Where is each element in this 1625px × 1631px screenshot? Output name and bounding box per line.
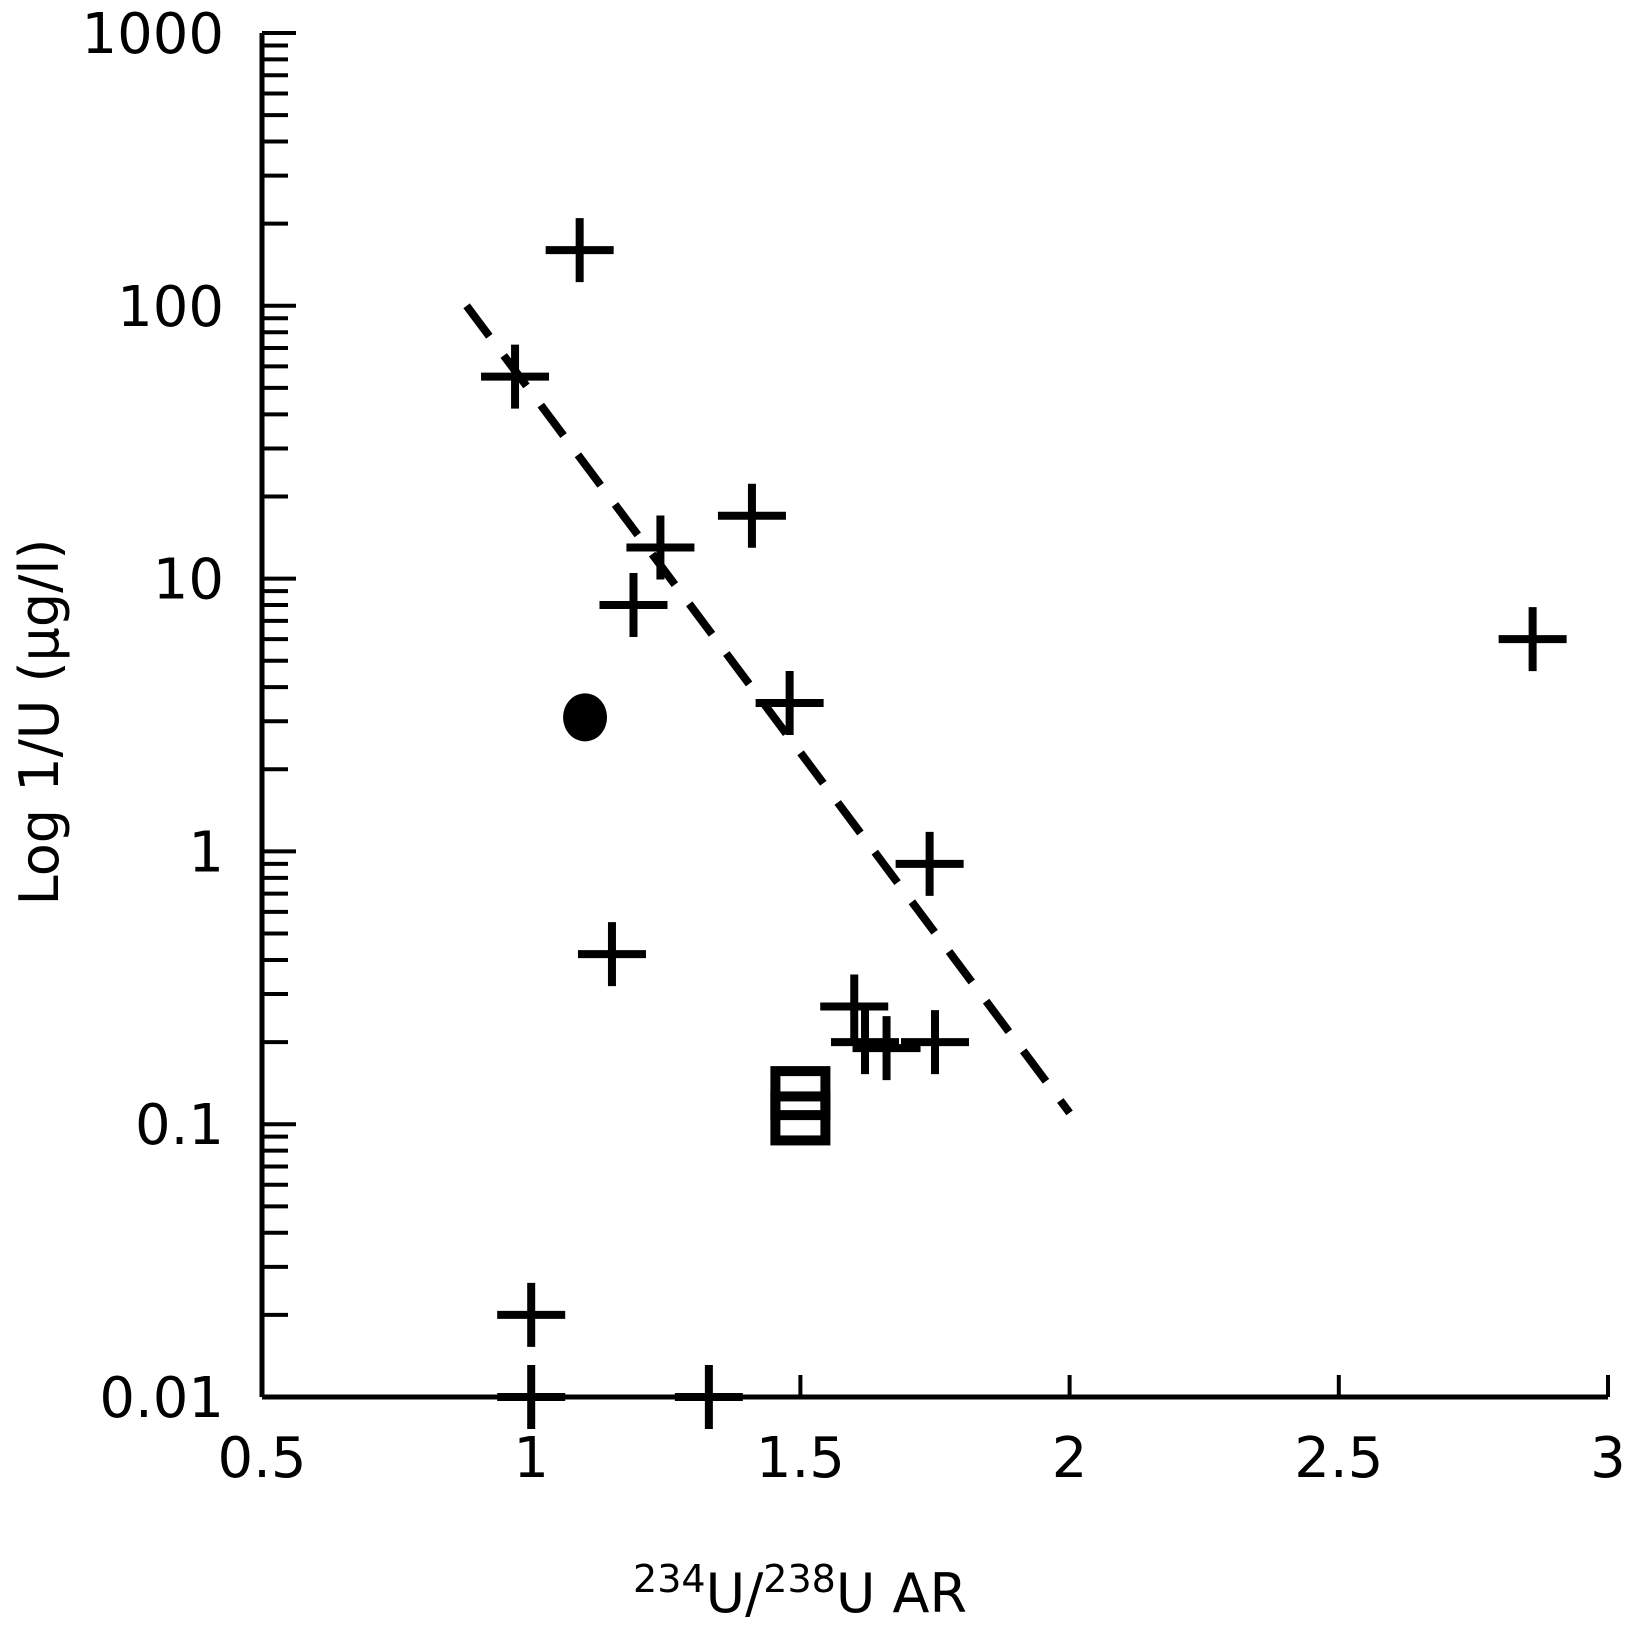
data-points	[481, 218, 1567, 1429]
x-axis-title-sup1: 234	[633, 1557, 706, 1601]
x-axis-title-sup2: 238	[763, 1557, 836, 1601]
axes	[259, 33, 1608, 1400]
x-tick-label: 0.5	[217, 1426, 306, 1491]
plus-marker	[820, 974, 889, 1039]
plus-marker	[1498, 607, 1567, 672]
x-tick-label: 2	[1052, 1426, 1088, 1491]
plus-marker	[852, 1016, 921, 1081]
x-axis-title-mid2: U AR	[836, 1562, 967, 1625]
x-axis-title-mid1: U/	[706, 1562, 765, 1625]
plus-marker	[895, 831, 964, 896]
y-tick-label: 1000	[81, 2, 224, 67]
plus-marker	[497, 1365, 566, 1429]
x-tick-label: 1	[513, 1426, 549, 1491]
ticks	[262, 31, 1610, 1399]
plus-marker	[599, 573, 668, 638]
y-tick-label: 0.1	[135, 1093, 224, 1158]
trendline-group	[463, 303, 1073, 1116]
y-tick-label: 0.01	[99, 1366, 224, 1431]
y-tick-label: 100	[117, 275, 224, 340]
plus-marker	[626, 515, 695, 580]
tick-labels: 0.5 1 1.5 2 2.5 3 0.01 0.1 1 10 100 1000	[81, 2, 1625, 1491]
x-axis-title: 234U/238U AR	[633, 1557, 967, 1625]
x-tick-label: 3	[1590, 1426, 1625, 1491]
y-tick-label: 10	[153, 548, 224, 613]
plus-marker	[674, 1365, 743, 1429]
square-marker	[770, 1091, 831, 1146]
plus-marker	[481, 344, 550, 409]
plus-marker	[755, 670, 824, 735]
plus-marker	[497, 1282, 566, 1347]
y-tick-label: 1	[188, 820, 224, 885]
x-tick-label: 2.5	[1294, 1426, 1383, 1491]
trendline	[463, 303, 1073, 1116]
plus-marker	[545, 218, 614, 283]
plus-marker	[577, 922, 646, 987]
circle-marker	[563, 693, 608, 742]
plus-marker	[901, 1010, 969, 1075]
x-tick-label: 1.5	[756, 1426, 845, 1491]
plus-marker	[717, 483, 786, 548]
y-axis-title: Log 1/U (µg/l)	[8, 539, 71, 906]
